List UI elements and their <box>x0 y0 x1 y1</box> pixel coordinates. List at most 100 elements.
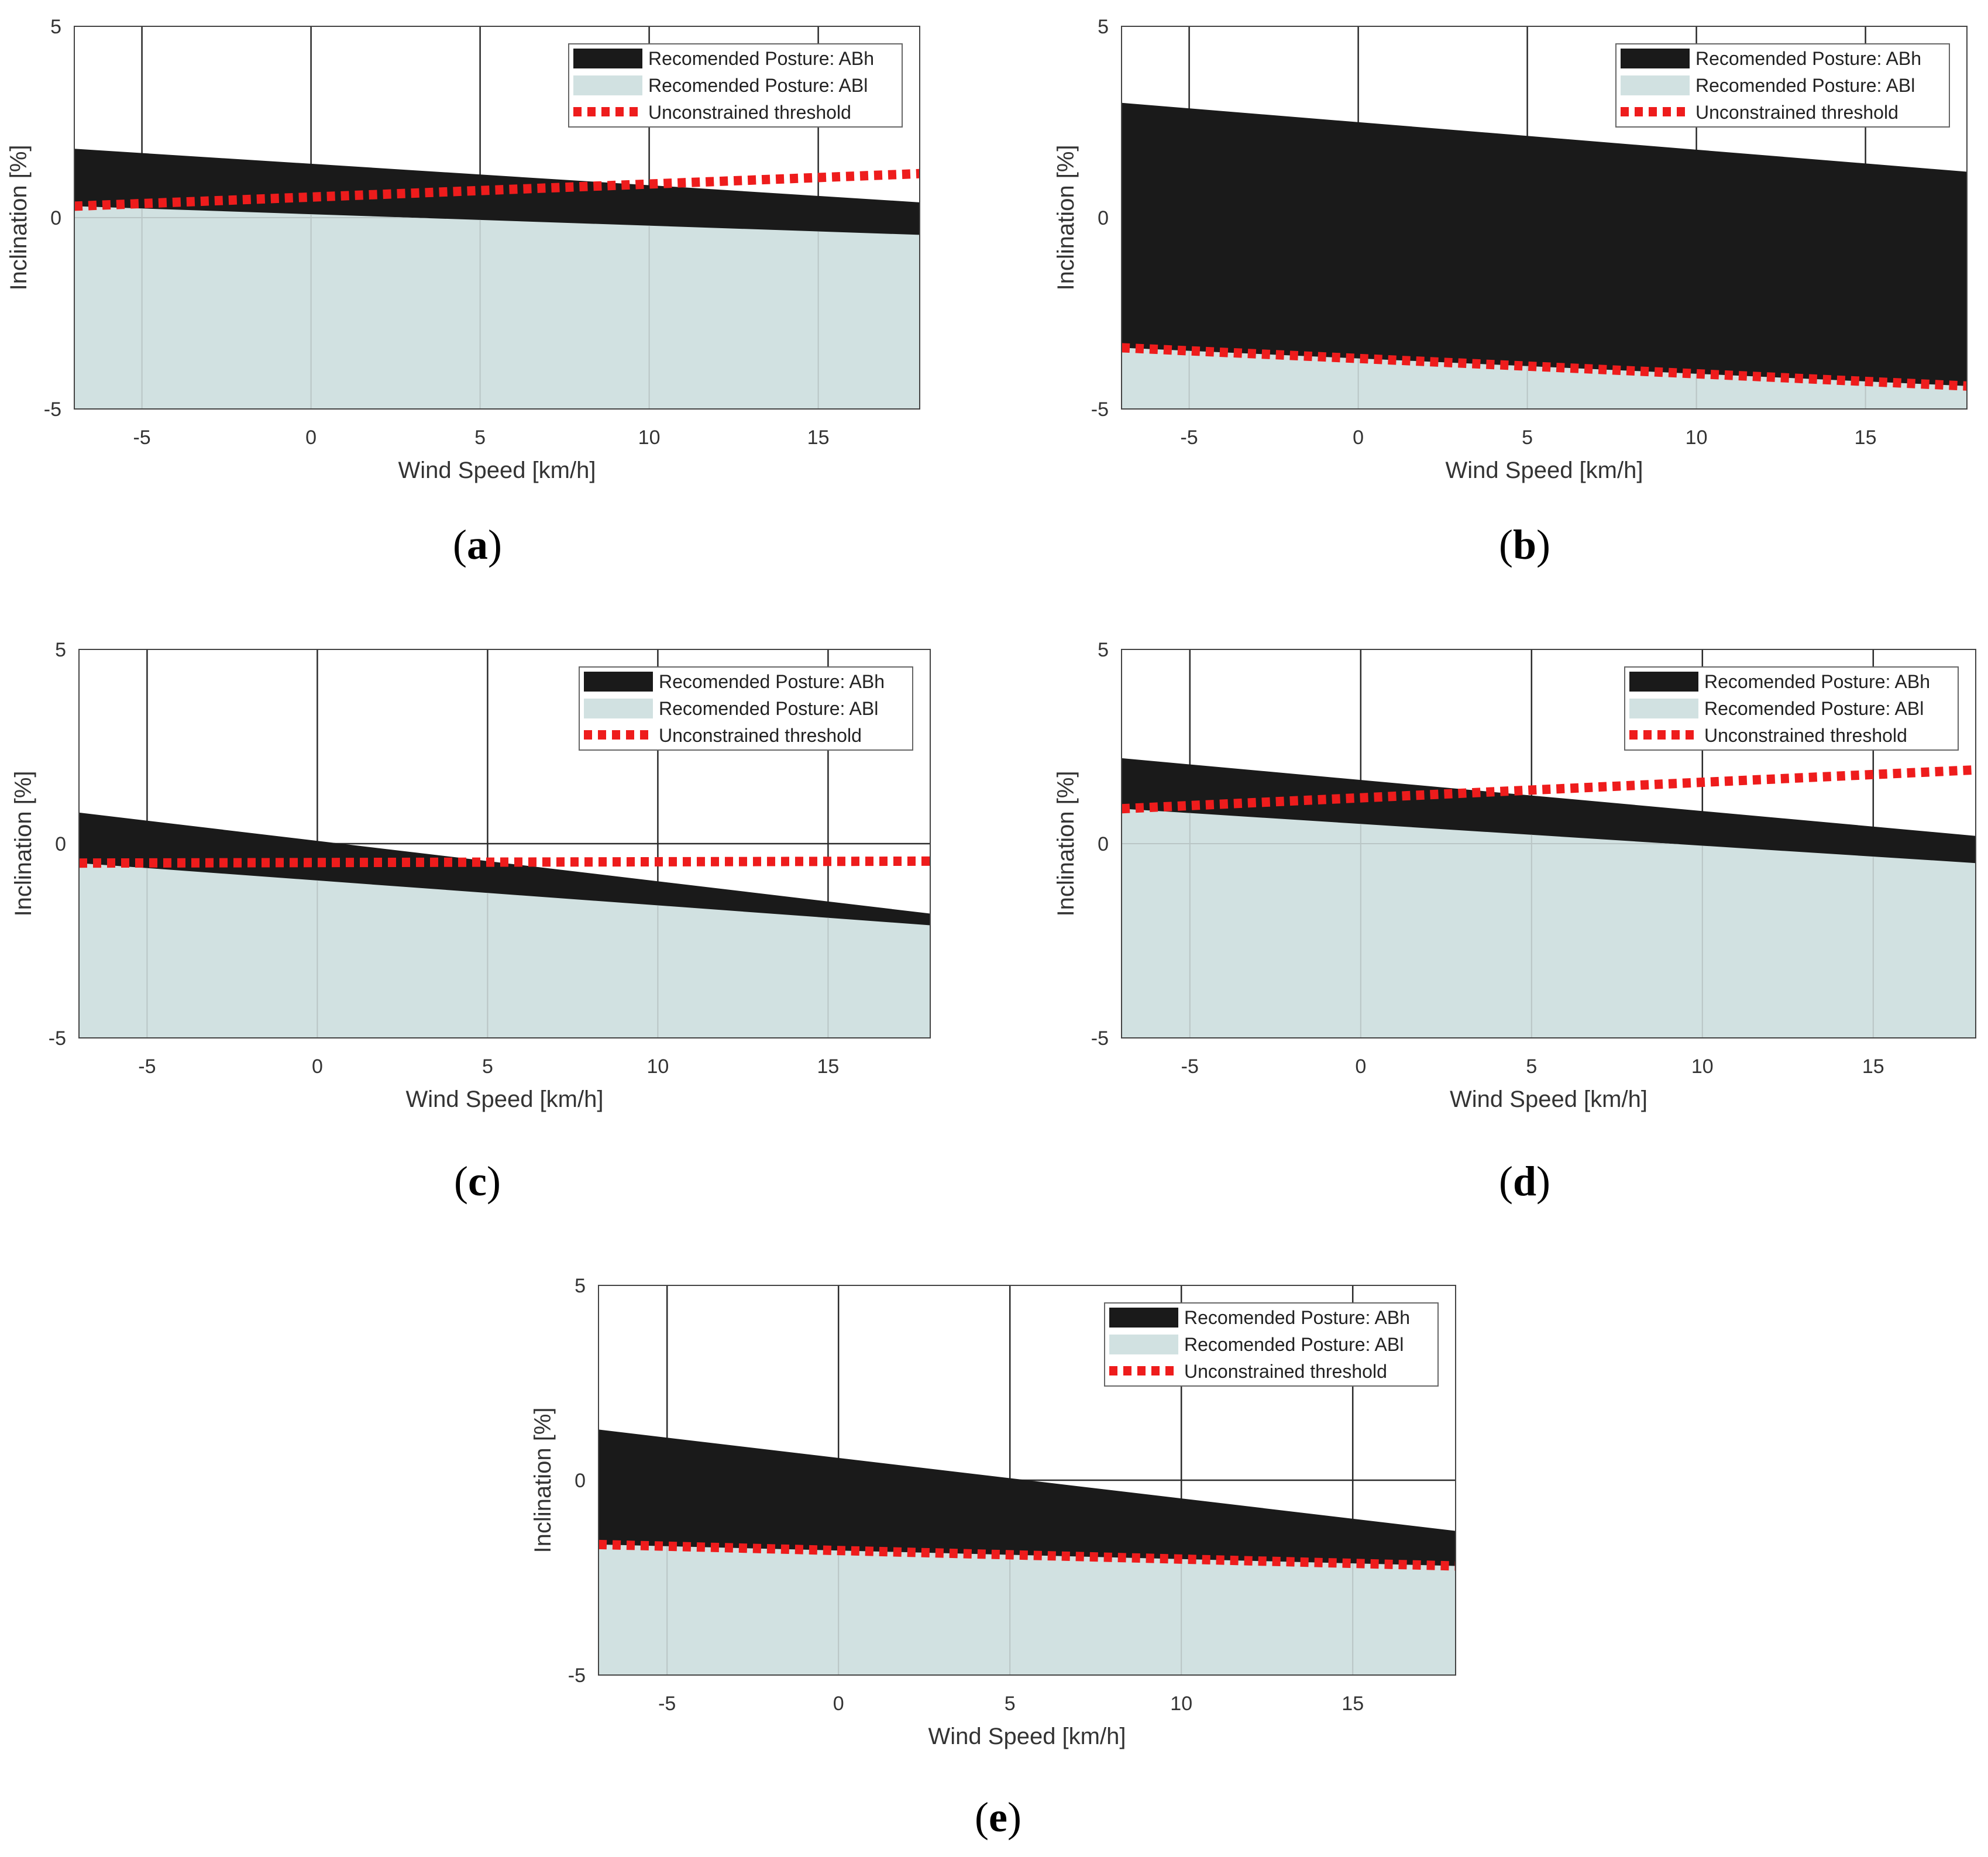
abl-area <box>1122 809 1976 1038</box>
x-tick-label: 5 <box>1526 1055 1537 1078</box>
legend-item-threshold: Unconstrained threshold <box>1704 725 1907 746</box>
y-tick-label: 5 <box>55 639 66 661</box>
threshold-line <box>74 168 920 211</box>
y-axis-label: Inclination [%] <box>6 145 32 290</box>
x-axis-label: Wind Speed [km/h] <box>1450 1086 1648 1112</box>
x-axis-label: Wind Speed [km/h] <box>1446 458 1643 483</box>
threshold-line <box>1122 343 1967 391</box>
x-tick-label: 10 <box>1691 1055 1714 1078</box>
y-tick-label: 0 <box>1098 833 1109 855</box>
x-axis-label: Wind Speed [km/h] <box>406 1086 604 1112</box>
legend-item-abl: Recomended Posture: ABl <box>1704 698 1924 719</box>
chart-svg: -5 0 5 10 15 -5 0 5 Wind Speed [km/h] Inclination… <box>6 16 920 483</box>
x-tick-label: -5 <box>133 427 150 449</box>
legend-swatch-abh <box>584 672 653 692</box>
legend: Recomended Posture: ABh Recomended Postur… <box>568 43 903 128</box>
legend-item-abl: Recomended Posture: ABl <box>659 698 878 719</box>
y-tick-label: 5 <box>1098 16 1109 38</box>
y-tick-label: -5 <box>49 1027 66 1050</box>
legend-item-threshold: Unconstrained threshold <box>1184 1361 1387 1382</box>
x-axis-label: Wind Speed [km/h] <box>928 1724 1126 1749</box>
legend-item-abh: Recomended Posture: ABh <box>659 671 885 692</box>
x-tick-label: -5 <box>138 1055 156 1078</box>
y-tick-label: 5 <box>1098 639 1109 661</box>
x-tick-label: 5 <box>474 427 486 449</box>
chart-svg: -5 0 5 10 15 -5 0 5 Wind Speed [km/h] Inclination… <box>1053 639 1976 1112</box>
y-tick-label: 5 <box>50 16 61 38</box>
y-tick-label: 5 <box>575 1275 586 1297</box>
x-tick-label: -5 <box>1181 1055 1199 1078</box>
chart-svg: -5 0 5 10 15 -5 0 5 Wind Speed [km/h] Inclination… <box>11 639 931 1112</box>
chart-panel-d: -5 0 5 10 15 -5 0 5 Wind Speed [km/h] Inclination… <box>1048 638 1983 1126</box>
chart-panel-b: -5 0 5 10 15 -5 0 5 Wind Speed [km/h] Inclination… <box>1048 15 1974 497</box>
x-tick-label: 5 <box>1522 427 1533 449</box>
legend: Recomended Posture: ABh Recomended Postur… <box>1615 43 1950 128</box>
legend-swatch-abl <box>573 75 642 95</box>
x-tick-label: 10 <box>638 427 661 449</box>
abl-area <box>599 1544 1456 1675</box>
x-tick-label: 15 <box>1855 427 1877 449</box>
legend: Recomended Posture: ABh Recomended Postur… <box>1624 666 1959 751</box>
axes-frame <box>78 649 931 1038</box>
axes-frame <box>74 26 920 410</box>
legend-swatch-abh <box>573 49 642 68</box>
x-tick-label: -5 <box>1180 427 1198 449</box>
legend-item-abh: Recomended Posture: ABh <box>1704 671 1930 692</box>
x-axis-label: Wind Speed [km/h] <box>398 458 596 483</box>
x-tick-label: 10 <box>1686 427 1708 449</box>
legend-swatch-abh <box>1109 1308 1178 1328</box>
threshold-line <box>1122 765 1976 814</box>
panel-label-e: (e) <box>975 1794 1021 1841</box>
legend-item-abl: Recomended Posture: ABl <box>1184 1334 1404 1355</box>
legend-item-threshold: Unconstrained threshold <box>659 725 862 746</box>
chart-svg: -5 0 5 10 15 -5 0 5 Wind Speed [km/h] Inclination… <box>1053 16 1968 483</box>
x-tick-label: 0 <box>305 427 317 449</box>
x-tick-label: 0 <box>1353 427 1364 449</box>
x-tick-label: 0 <box>833 1693 844 1715</box>
legend-item-threshold: Unconstrained threshold <box>1695 102 1898 123</box>
y-axis-label: Inclination [%] <box>1053 145 1079 290</box>
y-tick-label: -5 <box>1091 1027 1109 1050</box>
abh-area <box>1122 102 1967 409</box>
legend-item-abl: Recomended Posture: ABl <box>648 75 868 96</box>
axes-frame <box>1121 649 1976 1038</box>
axes-frame <box>598 1285 1456 1676</box>
x-tick-label: 0 <box>312 1055 323 1078</box>
x-tick-label: 5 <box>1005 1693 1016 1715</box>
legend: Recomended Posture: ABh Recomended Postur… <box>579 666 913 751</box>
x-tick-label: 15 <box>817 1055 839 1078</box>
y-tick-label: 0 <box>1098 207 1109 229</box>
legend-swatch-abl <box>584 699 653 718</box>
x-tick-label: 15 <box>1862 1055 1884 1078</box>
x-tick-label: -5 <box>658 1693 676 1715</box>
abl-area <box>79 863 930 1038</box>
legend-swatch-abl <box>1621 75 1690 95</box>
panel-label-c: (c) <box>454 1158 501 1205</box>
legend-item-threshold: Unconstrained threshold <box>648 102 851 123</box>
y-axis-label: Inclination [%] <box>1053 771 1079 916</box>
y-tick-label: 0 <box>50 207 61 229</box>
chart-panel-c: -5 0 5 10 15 -5 0 5 Wind Speed [km/h] Inclination… <box>6 638 937 1126</box>
x-tick-label: 10 <box>646 1055 669 1078</box>
chart-panel-a: -5 0 5 10 15 -5 0 5 Wind Speed [km/h] Inclination… <box>1 15 927 497</box>
y-tick-label: 0 <box>575 1470 586 1492</box>
legend-item-abh: Recomended Posture: ABh <box>648 48 874 69</box>
legend-item-abl: Recomended Posture: ABl <box>1695 75 1915 96</box>
y-tick-label: -5 <box>1091 398 1109 421</box>
legend-swatch-abh <box>1621 49 1690 68</box>
x-tick-label: 15 <box>1342 1693 1364 1715</box>
panel-label-b: (b) <box>1498 521 1550 568</box>
legend-item-abh: Recomended Posture: ABh <box>1695 48 1921 69</box>
panel-label-d: (d) <box>1498 1158 1550 1205</box>
legend-item-abh: Recomended Posture: ABh <box>1184 1307 1410 1328</box>
y-axis-label: Inclination [%] <box>11 771 36 916</box>
x-tick-label: 5 <box>482 1055 493 1078</box>
y-tick-label: -5 <box>44 398 61 421</box>
legend-swatch-abl <box>1109 1335 1178 1354</box>
abl-area <box>74 206 920 409</box>
y-axis-label: Inclination [%] <box>530 1407 556 1553</box>
axes-frame <box>1121 26 1968 410</box>
x-tick-label: 15 <box>807 427 830 449</box>
x-tick-label: 10 <box>1170 1693 1192 1715</box>
abl-area <box>1122 348 1967 409</box>
